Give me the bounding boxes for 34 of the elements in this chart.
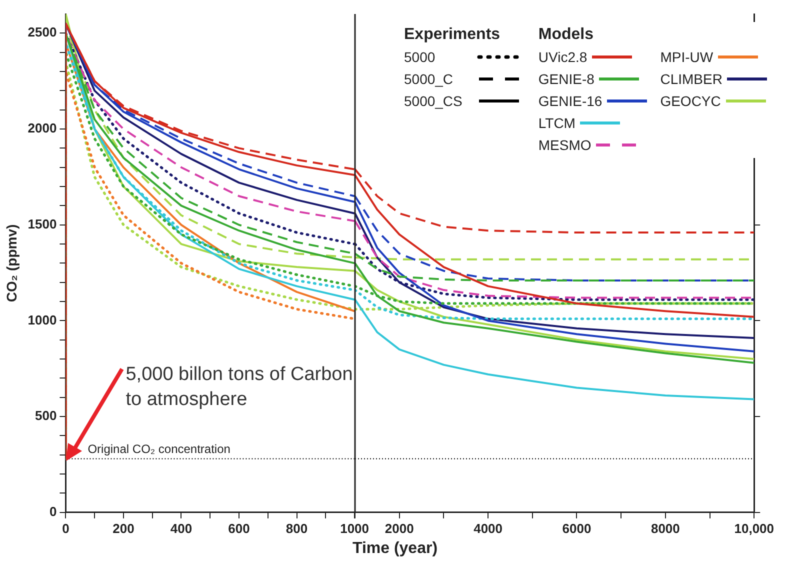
x-axis-title: Time (year) [351,540,439,558]
x-tick-label: 600 [228,520,250,536]
legend-label: GENIE-16 [538,93,602,109]
legend-title: Experiments [404,25,502,45]
x-tick-label: 400 [170,520,192,536]
x-tick-label: 6000 [562,520,591,536]
x-tick-label: 800 [286,520,308,536]
x-tick-label: 8000 [650,520,680,536]
x-tick-label: 1000 [340,520,369,536]
y-tick-label: 1000 [28,312,57,328]
x-tick-label: 0 [62,520,70,536]
annotation: Models [538,25,595,45]
annotation: 5,000 billon tons of Carbon to atmosphere [126,362,354,412]
x-tick-label: 4000 [473,520,502,536]
legend-label: 5000_CS [404,93,462,109]
legend-label: LTCM [538,115,576,131]
ref-line-label: Original CO₂ concentration [88,442,230,456]
x-tick-label: 200 [112,520,134,536]
legend-label: 5000 [404,49,436,65]
legend-label: CLIMBER [660,71,722,87]
y-tick-label: 2500 [28,24,57,40]
x-tick-label: 2000 [384,520,414,536]
legend-label: 5000_C [404,71,454,87]
legend-label: MESMO [538,137,592,153]
y-tick-label: 2000 [28,120,57,136]
legend-label: UVic2.8 [538,49,588,65]
y-tick-label: 0 [49,504,57,519]
legend-label: MPI-UW [660,49,714,65]
y-tick-label: 500 [35,408,57,424]
y-tick-label: 1500 [28,216,57,232]
y-axis-title: CO₂ (ppmv) [3,224,20,302]
x-tick-label: 10,000 [734,520,774,536]
legend-label: GEOCYC [660,93,721,109]
legend-label: GENIE-8 [538,71,594,87]
